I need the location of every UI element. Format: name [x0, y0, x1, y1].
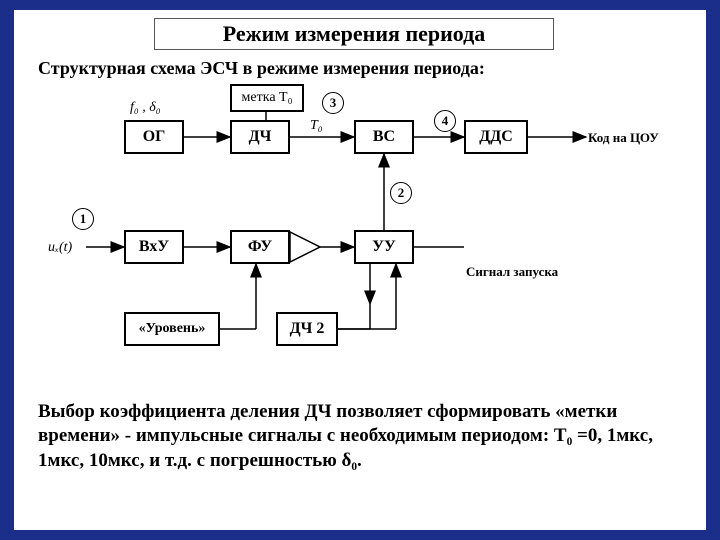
block-metka: метка T₀ [230, 84, 304, 112]
bubble-4: 4 [434, 110, 456, 132]
bubble-3: 3 [322, 92, 344, 114]
block-vs: ВС [354, 120, 414, 154]
label-t0: T₀ [310, 118, 323, 134]
block-dds: ДДС [464, 120, 528, 154]
block-uroven: «Уровень» [124, 312, 220, 346]
slide: Режим измерения периода Структурная схем… [14, 10, 706, 530]
block-diagram: ОГ ДЧ метка T₀ ВС ДДС ВхУ ФУ УУ «Уровень… [34, 90, 684, 370]
label-uxt: uₓ(t) [48, 240, 72, 256]
label-signal: Сигнал запуска [466, 264, 558, 280]
block-dch2: ДЧ 2 [276, 312, 338, 346]
body-text: Выбор коэффициента деления ДЧ позволяет … [38, 400, 688, 473]
block-dch: ДЧ [230, 120, 290, 154]
subtitle: Структурная схема ЭСЧ в режиме измерения… [38, 58, 485, 79]
bubble-1: 1 [72, 208, 94, 230]
block-og: ОГ [124, 120, 184, 154]
block-uu: УУ [354, 230, 414, 264]
label-f0d0: f₀ , δ₀ [130, 100, 161, 116]
title: Режим измерения периода [154, 18, 554, 50]
block-vhu: ВхУ [124, 230, 184, 264]
bubble-2: 2 [390, 182, 412, 204]
block-fu: ФУ [230, 230, 290, 264]
label-kod: Код на ЦОУ [588, 130, 659, 146]
